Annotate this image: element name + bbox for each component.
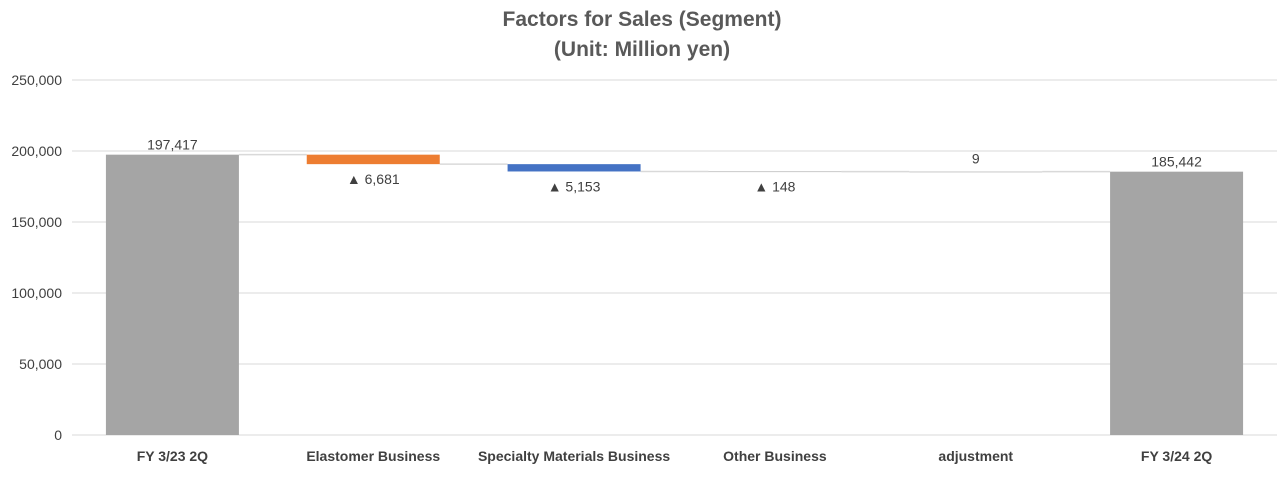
- bar: [708, 171, 842, 173]
- data-label: ▲ 6,681: [347, 171, 400, 187]
- data-label: 185,442: [1151, 154, 1202, 170]
- bar: [306, 154, 440, 165]
- data-labels: 197,417 ▲ 6,681 ▲ 5,153 ▲ 148 9 185,442: [147, 137, 1202, 195]
- data-label: ▲ 5,153: [548, 178, 601, 194]
- y-tick-label: 100,000: [11, 285, 62, 301]
- y-tick-label: 150,000: [11, 214, 62, 230]
- data-label: 197,417: [147, 137, 198, 153]
- data-label: 9: [972, 151, 980, 167]
- y-tick-label: 0: [54, 427, 62, 443]
- x-category-label: adjustment: [938, 448, 1013, 464]
- y-tick-label: 200,000: [11, 143, 62, 159]
- y-tick-label: 50,000: [19, 356, 62, 372]
- y-tick-label: 250,000: [11, 72, 62, 88]
- x-category-label: Specialty Materials Business: [478, 448, 670, 464]
- connector-lines: [238, 153, 1111, 173]
- x-axis-categories: FY 3/23 2Q Elastomer Business Specialty Ma…: [137, 448, 1213, 464]
- bars: [105, 154, 1244, 436]
- bar: [909, 171, 1043, 173]
- chart-title: Factors for Sales (Segment): [503, 8, 782, 31]
- data-label: ▲ 148: [754, 179, 795, 195]
- bar: [1110, 171, 1244, 435]
- chart-subtitle: (Unit: Million yen): [554, 38, 730, 61]
- x-category-label: FY 3/23 2Q: [137, 448, 208, 464]
- bar: [105, 154, 239, 436]
- gridlines: [72, 79, 1277, 436]
- bar: [507, 164, 641, 172]
- y-axis-ticks: 0 50,000 100,000 150,000 200,000 250,000: [11, 72, 62, 443]
- x-category-label: Other Business: [723, 448, 827, 464]
- x-category-label: Elastomer Business: [306, 448, 440, 464]
- x-category-label: FY 3/24 2Q: [1141, 448, 1212, 464]
